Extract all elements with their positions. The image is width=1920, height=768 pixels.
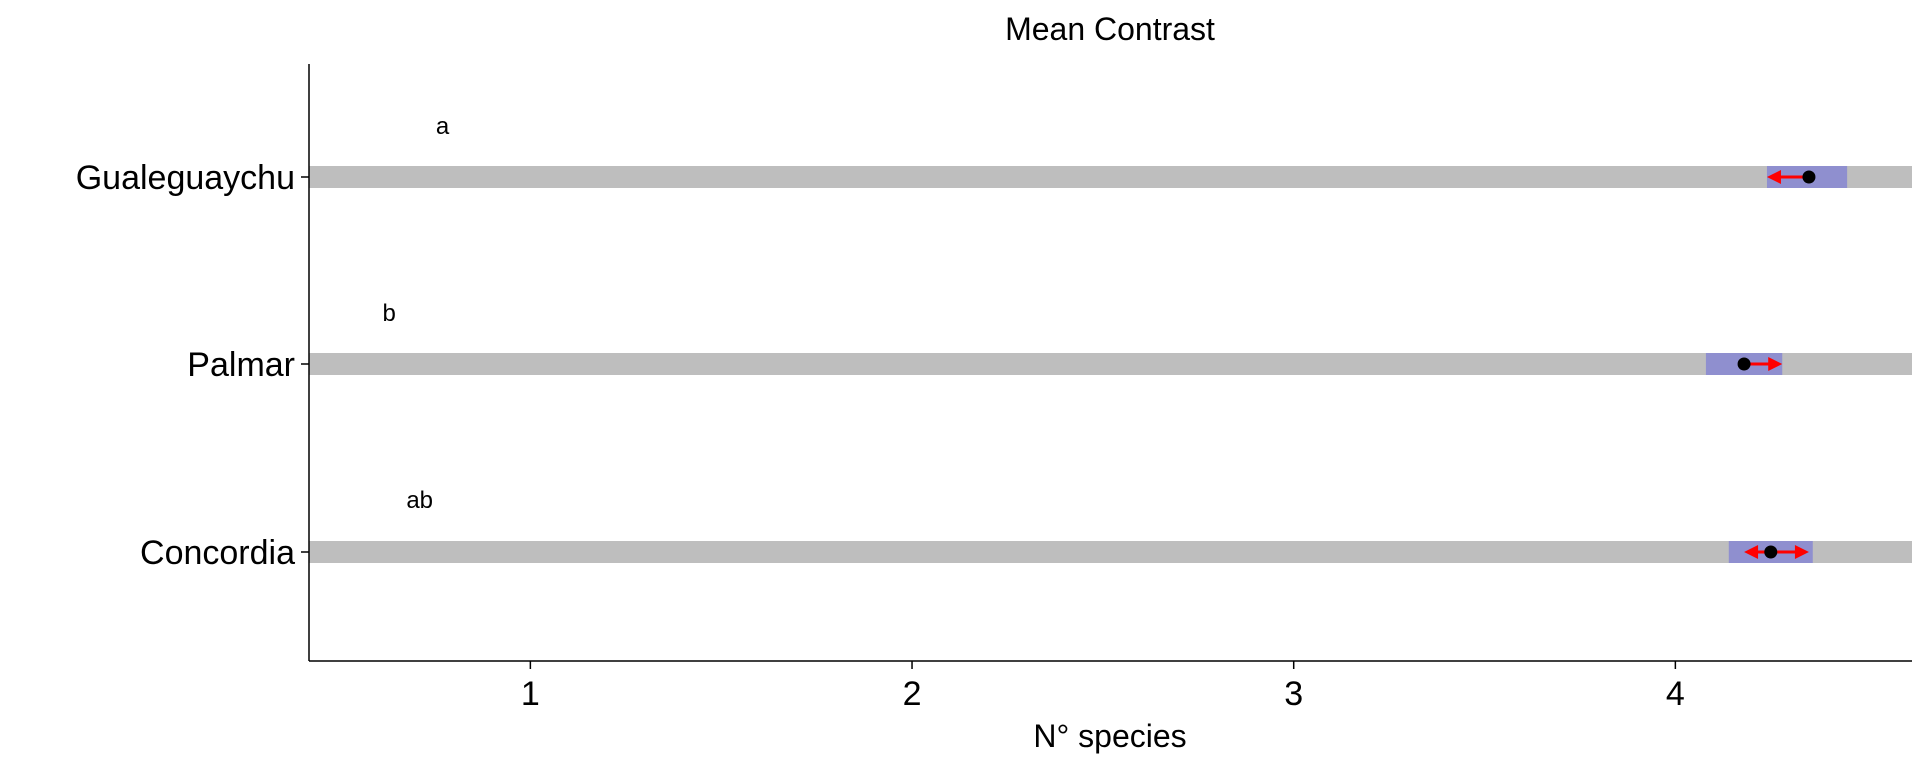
significance-letter: a <box>436 113 450 140</box>
chart-title: Mean Contrast <box>1005 11 1215 47</box>
y-tick-label: Palmar <box>187 346 295 384</box>
mean-point <box>1802 170 1816 184</box>
track-bar <box>309 541 1912 563</box>
arrow-head <box>1768 357 1783 371</box>
x-axis-label: N° species <box>1033 718 1186 754</box>
track-bar <box>309 353 1912 375</box>
x-tick-label: 4 <box>1666 675 1685 713</box>
mean-point <box>1764 545 1778 559</box>
arrow-head <box>1766 170 1781 184</box>
significance-letter: b <box>382 300 395 327</box>
track-bar <box>309 166 1912 188</box>
mean-point <box>1737 357 1751 371</box>
x-tick-label: 1 <box>521 675 540 713</box>
x-axis-ticks: 1 2 3 4 <box>521 661 1685 713</box>
arrow-head <box>1744 545 1759 559</box>
y-axis-ticks: Gualeguaychu Palmar Concordia <box>76 159 309 572</box>
y-tick-label: Concordia <box>140 534 295 572</box>
x-tick-label: 3 <box>1284 675 1303 713</box>
significance-letter: ab <box>406 487 433 514</box>
arrow-head <box>1794 545 1809 559</box>
y-tick-label: Gualeguaychu <box>76 159 295 197</box>
x-tick-label: 2 <box>903 675 922 713</box>
